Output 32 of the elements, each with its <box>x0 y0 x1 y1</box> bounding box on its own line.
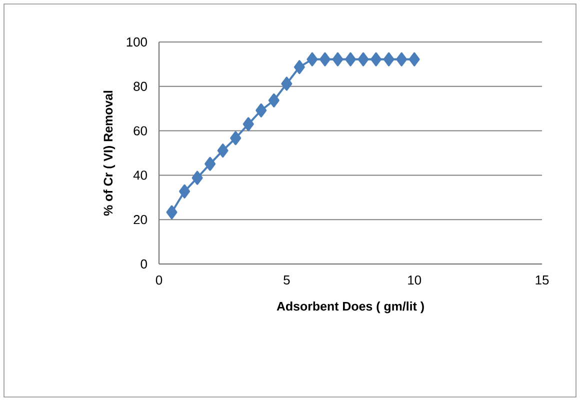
x-axis-title: Adsorbent Does ( gm/lit ) <box>276 302 424 314</box>
point <box>242 117 254 132</box>
y-tick-label: 80 <box>134 82 147 91</box>
point <box>281 76 292 91</box>
point <box>345 52 356 66</box>
point <box>332 52 344 66</box>
x-tick-label: 15 <box>536 276 549 285</box>
point <box>192 170 203 185</box>
x-tick-label: 10 <box>408 276 422 285</box>
y-tick-label: 0 <box>140 259 147 269</box>
point <box>396 52 408 66</box>
point <box>306 52 318 66</box>
x-tick-label: 0 <box>156 276 162 285</box>
point <box>217 144 228 158</box>
y-axis-title: % of Cr ( VI) Removal <box>103 90 116 216</box>
point <box>179 184 190 198</box>
y-tick-label: 60 <box>134 126 147 136</box>
point <box>204 156 216 171</box>
y-tick-label: 20 <box>134 215 147 224</box>
y-tick-label: 100 <box>126 37 147 47</box>
point <box>166 205 178 220</box>
point <box>230 131 242 146</box>
point <box>268 93 280 108</box>
y-tick-label: 40 <box>133 170 147 180</box>
point <box>294 60 305 74</box>
point <box>319 52 330 66</box>
point <box>408 52 420 66</box>
point <box>383 52 394 66</box>
point <box>370 52 382 66</box>
x-tick-label: 5 <box>284 276 290 285</box>
point <box>358 52 369 66</box>
point <box>256 103 267 118</box>
